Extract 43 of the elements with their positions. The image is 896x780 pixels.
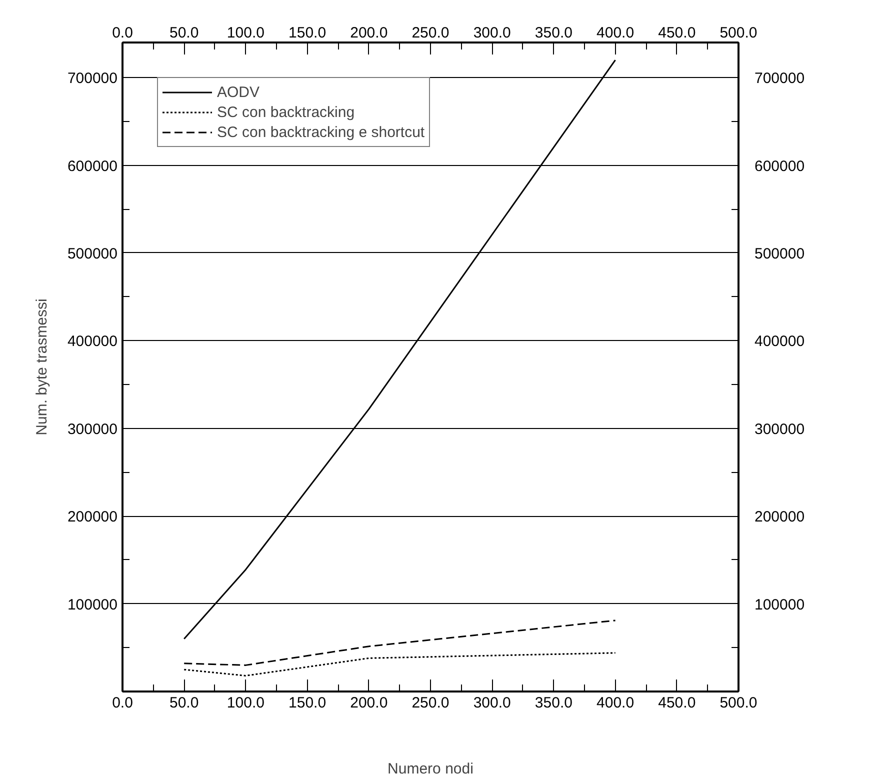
x-tick-label: 350.0 [534,24,572,42]
y-tick-label: 500000 [67,245,118,262]
y2-tick-label: 400000 [754,333,805,350]
x-tick-label: 500.0 [720,24,758,42]
x2-tick-label: 450.0 [658,694,696,712]
x2-tick-label: 300.0 [473,694,511,712]
y2-tick-label: 700000 [754,70,805,88]
x-tick-label: 150.0 [288,24,326,42]
legend-label: AODV [217,82,260,102]
x-tick-label: 100.0 [226,24,264,42]
x2-tick-label: 500.0 [720,694,758,712]
legend-label: SC con backtracking [217,102,355,122]
y2-tick-label: 300000 [754,420,805,438]
y2-tick-label: 500000 [754,245,805,262]
x2-tick-label: 150.0 [288,694,326,712]
x2-tick-label: 350.0 [534,694,572,712]
x-tick-label: 250.0 [412,24,450,42]
line-series [183,652,616,676]
y-tick-label: 700000 [67,70,118,88]
x2-tick-label: 250.0 [412,694,450,712]
x-tick-label: 450.0 [658,24,696,42]
y2-tick-label: 600000 [754,158,805,175]
x2-tick-label: 400.0 [596,694,634,712]
x-tick-label: 0.0 [112,24,133,42]
x-tick-label: 200.0 [350,24,388,42]
y2-tick-label: 100000 [754,596,805,614]
line-series [183,620,616,666]
x-axis-title: Numero nodi [388,760,474,778]
x2-tick-label: 0.0 [112,694,133,712]
y-tick-label: 200000 [67,508,118,526]
x-tick-label: 300.0 [473,24,511,42]
y-axis-title: Num. byte trasmessi [33,298,50,436]
y-tick-label: 100000 [67,596,118,614]
x-tick-label: 50.0 [170,24,199,42]
y2-tick-label: 200000 [754,508,805,526]
y-tick-label: 300000 [67,420,118,438]
x2-tick-label: 200.0 [350,694,388,712]
y-tick-label: 400000 [67,333,118,350]
y-tick-label: 600000 [67,158,118,175]
x-tick-label: 400.0 [596,24,634,42]
x2-tick-label: 50.0 [170,694,199,712]
x2-tick-label: 100.0 [226,694,264,712]
legend-label: SC con backtracking e shortcut [217,122,425,142]
